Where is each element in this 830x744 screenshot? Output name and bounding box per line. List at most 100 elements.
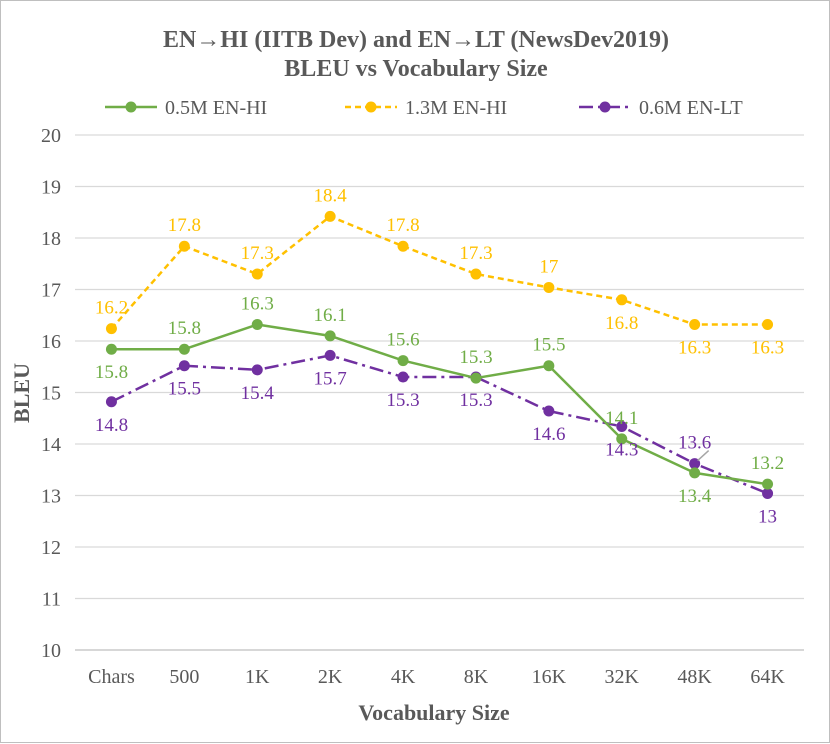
data-point-0-5m-en-hi	[105, 343, 117, 355]
x-tick-label: 32K	[605, 666, 640, 688]
y-tick-label: 14	[41, 434, 61, 456]
data-label-1-3m-en-hi: 17.8	[386, 215, 419, 236]
data-label-0-6m-en-lt: 14.3	[605, 439, 638, 460]
data-point-1-3m-en-hi	[470, 268, 482, 280]
x-tick-label: 2K	[318, 666, 343, 688]
legend-item-0-6m-en-lt: 0.6M EN-LT	[579, 97, 743, 119]
data-point-0-5m-en-hi	[470, 372, 482, 384]
data-point-1-3m-en-hi	[616, 294, 628, 306]
legend: 0.5M EN-HI 1.3M EN-HI 0.6M EN-LT	[105, 97, 743, 119]
y-tick-label: 10	[41, 640, 61, 662]
data-label-0-6m-en-lt: 15.4	[241, 383, 275, 404]
data-label-1-3m-en-hi: 16.8	[605, 313, 638, 334]
data-label-0-6m-en-lt: 15.5	[168, 379, 201, 400]
y-axis-ticks: 10 11 12 13 14 15 16 17 18 19 20	[41, 125, 61, 662]
legend-item-1-3m-en-hi: 1.3M EN-HI	[345, 97, 507, 119]
y-tick-label: 17	[41, 280, 61, 302]
x-tick-label: 48K	[677, 666, 712, 688]
data-point-1-3m-en-hi	[178, 240, 190, 252]
data-label-1-3m-en-hi: 16.3	[751, 338, 784, 359]
data-point-0-5m-en-hi	[762, 478, 774, 490]
data-point-1-3m-en-hi	[543, 281, 555, 293]
data-point-0-6m-en-lt	[324, 349, 336, 361]
x-tick-label: 4K	[391, 666, 416, 688]
data-point-1-3m-en-hi	[689, 319, 701, 331]
x-axis-title: Vocabulary Size	[358, 700, 510, 725]
data-point-0-6m-en-lt	[689, 458, 701, 470]
data-point-0-5m-en-hi	[324, 330, 336, 342]
x-tick-label: 64K	[750, 666, 785, 688]
data-label-0-5m-en-hi: 15.3	[459, 347, 492, 368]
data-label-1-3m-en-hi: 16.3	[678, 338, 711, 359]
legend-label-1-3m-en-hi: 1.3M EN-HI	[405, 97, 507, 119]
data-point-0-6m-en-lt	[762, 487, 774, 499]
x-tick-label: 1K	[245, 666, 270, 688]
x-tick-label: 16K	[532, 666, 567, 688]
legend-marker-0-6m-en-lt	[599, 101, 611, 113]
legend-label-0-6m-en-lt: 0.6M EN-LT	[639, 97, 743, 119]
data-point-0-5m-en-hi	[616, 433, 628, 445]
data-point-0-6m-en-lt	[105, 396, 117, 408]
data-label-0-5m-en-hi: 16.3	[241, 294, 274, 315]
data-label-0-5m-en-hi: 15.6	[386, 330, 419, 351]
x-axis-ticks: Chars 500 1K 2K 4K 8K 16K 32K 48K 64K	[88, 666, 785, 688]
data-point-0-6m-en-lt	[616, 420, 628, 432]
data-label-0-6m-en-lt: 15.7	[314, 368, 347, 389]
data-label-1-3m-en-hi: 17.8	[168, 215, 201, 236]
data-label-1-3m-en-hi: 16.2	[95, 298, 128, 319]
data-label-0-5m-en-hi: 15.5	[532, 335, 565, 356]
data-point-0-6m-en-lt	[178, 360, 190, 372]
legend-marker-1-3m-en-hi	[365, 101, 377, 113]
data-label-1-3m-en-hi: 17.3	[459, 243, 492, 264]
data-point-0-5m-en-hi	[543, 360, 555, 372]
data-label-0-5m-en-hi: 13.4	[678, 486, 712, 507]
data-label-0-5m-en-hi: 15.8	[168, 318, 201, 339]
series-layer	[105, 210, 774, 499]
data-point-0-6m-en-lt	[397, 371, 409, 383]
chart-subtitle: BLEU vs Vocabulary Size	[284, 56, 548, 82]
data-point-1-3m-en-hi	[397, 240, 409, 252]
data-point-0-5m-en-hi	[397, 355, 409, 367]
series-line-0-6m-en-lt	[110, 354, 769, 495]
legend-label-0-5m-en-hi: 0.5M EN-HI	[165, 97, 267, 119]
data-point-0-6m-en-lt	[543, 405, 555, 417]
y-tick-label: 20	[41, 125, 61, 147]
data-label-1-3m-en-hi: 17	[539, 256, 558, 277]
data-label-1-3m-en-hi: 18.4	[314, 185, 348, 206]
data-label-0-6m-en-lt: 13	[758, 506, 777, 527]
y-tick-label: 13	[41, 486, 61, 508]
data-label-0-6m-en-lt: 14.6	[532, 424, 565, 445]
data-label-0-6m-en-lt: 15.3	[386, 390, 419, 411]
y-tick-label: 11	[42, 589, 61, 611]
y-tick-label: 15	[41, 383, 61, 405]
y-tick-label: 16	[41, 331, 61, 353]
data-point-1-3m-en-hi	[105, 323, 117, 335]
data-label-0-6m-en-lt: 15.3	[459, 390, 492, 411]
data-label-0-6m-en-lt: 13.6	[678, 433, 711, 454]
label-leader-line	[697, 450, 710, 462]
data-point-1-3m-en-hi	[324, 210, 336, 222]
series-line-0-5m-en-hi	[111, 323, 768, 486]
data-labels: 15.8 15.8 16.3 16.1 15.6 15.3 15.5 14.1 13.4 13.2…	[95, 185, 784, 527]
data-point-0-5m-en-hi	[689, 467, 701, 479]
data-label-0-5m-en-hi: 13.2	[751, 453, 784, 474]
data-label-0-6m-en-lt: 14.8	[95, 415, 128, 436]
chart-title: EN→HI (IITB Dev) and EN→LT (NewsDev2019)	[163, 27, 669, 53]
legend-item-0-5m-en-hi: 0.5M EN-HI	[105, 97, 267, 119]
y-tick-label: 12	[41, 537, 61, 559]
x-tick-label: 500	[169, 666, 199, 688]
gridlines	[75, 134, 804, 651]
data-label-1-3m-en-hi: 17.3	[241, 243, 274, 264]
data-point-0-5m-en-hi	[251, 319, 263, 331]
data-label-0-5m-en-hi: 16.1	[314, 305, 347, 326]
data-point-0-6m-en-lt	[251, 364, 263, 376]
data-label-0-5m-en-hi: 14.1	[605, 408, 638, 429]
data-point-0-5m-en-hi	[178, 343, 190, 355]
x-tick-label: 8K	[464, 666, 489, 688]
data-label-0-5m-en-hi: 15.8	[95, 362, 128, 383]
legend-marker-0-5m-en-hi	[125, 101, 137, 113]
series-line-1-3m-en-hi	[110, 215, 768, 330]
data-point-1-3m-en-hi	[251, 268, 263, 280]
